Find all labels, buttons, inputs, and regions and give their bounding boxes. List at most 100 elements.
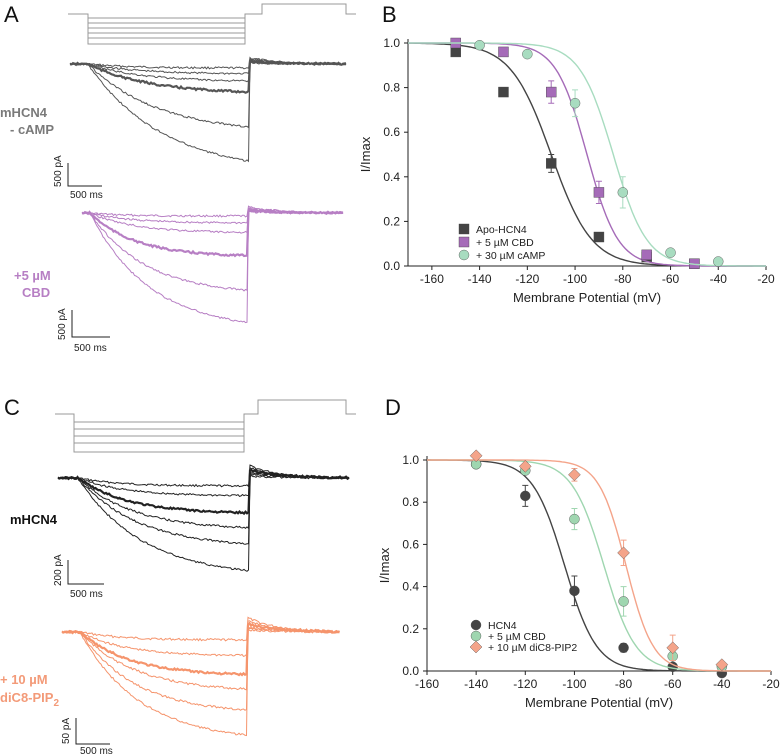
y-tick-label: 0.6 <box>402 537 419 551</box>
condition-label-pip2-line1: + 10 µM <box>0 672 48 687</box>
y-tick-label: 0.8 <box>402 495 419 509</box>
x-tick-label: -40 <box>710 272 728 286</box>
panel-label-d: D <box>385 395 401 420</box>
x-tick-label: -20 <box>762 677 780 691</box>
data-point <box>593 231 605 243</box>
data-point <box>617 546 630 560</box>
y-tick-label: 0.4 <box>383 170 400 184</box>
voltage-protocol-c <box>55 399 356 453</box>
scale-bar-a2 <box>71 310 110 338</box>
data-point <box>593 187 605 198</box>
scale-amp-c2: 50 pA <box>61 718 72 744</box>
panel-label-b: B <box>382 2 397 27</box>
legend-label: HCN4 <box>488 620 517 632</box>
condition-label-pip2-line2: diC8-PIP2 <box>0 690 59 709</box>
y-tick-label: 0.2 <box>383 214 400 228</box>
data-point <box>498 86 509 98</box>
data-point <box>450 46 461 58</box>
x-tick-label: -80 <box>614 272 632 286</box>
data-point <box>665 247 676 258</box>
current-trace <box>61 620 340 658</box>
legend-label: Apo-HCN4 <box>476 224 527 236</box>
pip2-subscript: 2 <box>53 698 59 709</box>
scale-bar-a1 <box>67 163 102 187</box>
current-traces-mhcn4-camp <box>69 56 347 163</box>
x-tick-label: -160 <box>415 677 439 691</box>
scale-amp-a1: 500 pA <box>53 155 64 187</box>
x-tick-label: -80 <box>615 677 633 691</box>
y-tick-label: 0.2 <box>402 622 419 636</box>
y-tick-label: 1.0 <box>402 453 419 467</box>
scale-time-c2: 500 ms <box>80 746 113 756</box>
y-tick-label: 0.4 <box>402 580 419 594</box>
x-tick-label: -20 <box>757 272 775 286</box>
legend-marker <box>458 223 470 235</box>
data-point <box>568 468 581 482</box>
scale-time-c1: 500 ms <box>70 589 103 600</box>
current-traces-mhcn4 <box>57 464 350 572</box>
legend-marker <box>458 236 470 248</box>
y-tick-label: 0.6 <box>383 125 400 139</box>
data-point <box>546 158 557 169</box>
scale-bar-c2 <box>75 718 110 745</box>
current-trace <box>81 210 344 324</box>
scale-amp-a2: 500 pA <box>57 308 68 340</box>
legend-label: + 5 µM CBD <box>476 237 534 249</box>
legend-marker <box>470 630 482 642</box>
panel-a-traces: mHCN4 - cAMP +5 µM CBD 500 pA 500 ms 500… <box>0 3 356 354</box>
current-trace <box>69 60 347 129</box>
data-point <box>666 641 679 655</box>
condition-label-cbd-line1: +5 µM <box>14 268 51 283</box>
data-point <box>569 585 580 597</box>
current-trace <box>69 61 347 163</box>
legend-label: + 5 µM CBD <box>488 631 546 643</box>
legend-marker <box>458 249 470 261</box>
current-trace <box>61 621 340 677</box>
y-tick-label: 0.0 <box>402 664 419 678</box>
panel-label-c: C <box>4 395 20 420</box>
scale-amp-c1: 200 pA <box>53 554 64 586</box>
current-trace <box>81 207 344 225</box>
x-tick-label: -160 <box>420 272 444 286</box>
panel-c-traces: mHCN4 + 10 µM diC8-PIP2 200 pA 500 ms 50… <box>0 399 356 756</box>
legend-marker <box>469 640 483 654</box>
chart-d: -160 -140 -120 -100 -80 -60 -40 -20 0.0 0.2 0.4 0.6… <box>377 449 780 710</box>
voltage-protocol-a <box>68 3 356 45</box>
data-point <box>617 187 628 198</box>
legend-marker <box>470 619 482 631</box>
x-tick-label: -140 <box>464 677 488 691</box>
x-tick-label: -100 <box>563 272 587 286</box>
x-tick-label: -140 <box>468 272 492 286</box>
legend-label: + 30 µM cAMP <box>476 250 545 262</box>
condition-label-mhcn4-c: mHCN4 <box>10 512 58 527</box>
condition-label-mhcn4-line2: - cAMP <box>10 122 54 137</box>
data-point <box>522 48 533 60</box>
x-axis-label: Membrane Potential (mV) <box>525 695 673 710</box>
current-trace <box>61 627 340 711</box>
data-point <box>715 658 729 671</box>
current-trace <box>69 58 347 94</box>
data-point <box>546 86 557 98</box>
x-tick-label: -60 <box>664 677 682 691</box>
scale-time-a2: 500 ms <box>74 343 107 354</box>
fit-curve <box>408 42 766 267</box>
data-point <box>713 256 724 267</box>
x-axis-label: Membrane Potential (mV) <box>513 290 661 305</box>
data-point <box>469 449 483 463</box>
legend-label: + 10 µM diC8-PIP2 <box>488 642 577 654</box>
data-point <box>569 513 580 525</box>
panel-label-a: A <box>4 2 19 27</box>
current-trace <box>61 628 340 737</box>
y-tick-label: 0.0 <box>383 259 400 273</box>
current-trace <box>57 474 350 572</box>
current-trace <box>81 208 344 234</box>
current-trace <box>69 58 347 83</box>
current-traces-cbd <box>81 205 344 324</box>
scale-bar-c1 <box>67 560 104 585</box>
pip2-name: diC8-PIP <box>0 690 54 705</box>
data-point <box>641 249 652 261</box>
current-trace <box>62 616 340 642</box>
data-point <box>618 642 629 653</box>
fit-curve <box>427 459 771 672</box>
